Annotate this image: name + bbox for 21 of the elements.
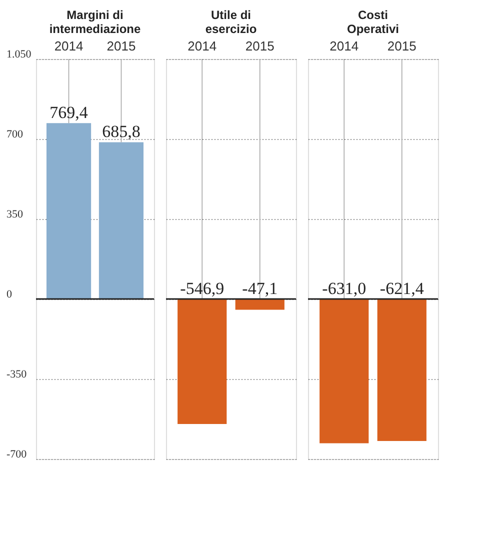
data-label: -546,9: [180, 279, 224, 298]
chart-title: Costi Operativi: [346, 8, 400, 36]
data-label: -621,4: [380, 279, 424, 298]
data-label: -631,0: [322, 279, 366, 298]
x-tick-label: 2015: [106, 38, 136, 54]
y-tick-label: 700: [6, 128, 24, 140]
x-tick-label: 2015: [245, 38, 274, 54]
y-tick-label: -350: [6, 368, 28, 380]
chart-title: Margini di intermediazione: [49, 8, 141, 36]
y-tick-label: -700: [6, 448, 28, 460]
y-tick-label: 350: [6, 208, 24, 220]
chart-title: Utile di esercizio: [205, 8, 257, 36]
x-tick-label: 2014: [330, 38, 359, 54]
data-label: 769,4: [50, 103, 88, 122]
y-tick-label: 1.050: [6, 48, 32, 60]
x-tick-label: 2014: [54, 38, 84, 54]
y-tick-label: 0: [6, 288, 12, 300]
x-tick-label: 2014: [188, 38, 217, 54]
x-tick-label: 2015: [387, 38, 416, 54]
data-label: 685,8: [102, 122, 140, 142]
data-label: -47,1: [242, 279, 278, 298]
